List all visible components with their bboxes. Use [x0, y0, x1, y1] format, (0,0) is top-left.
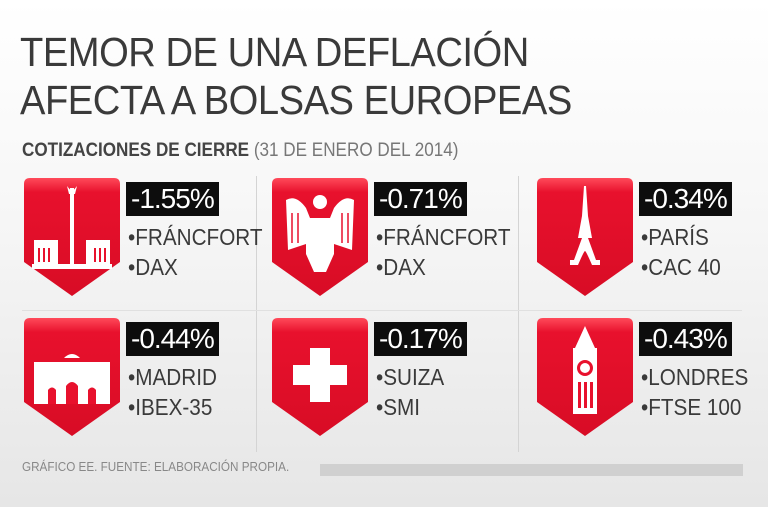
city-label: •PARÍS — [641, 224, 709, 250]
title-line-1: TEMOR DE UNA DEFLACIÓN — [20, 29, 529, 75]
eiffel-tower-icon — [537, 178, 633, 296]
index-card-0: -1.55% •FRÁNCFORT •DAX — [24, 178, 263, 303]
column-divider — [256, 176, 257, 452]
big-ben-icon — [537, 318, 633, 436]
index-card-4: -0.17% •SUIZA •SMI — [272, 318, 507, 443]
subtitle-label: COTIZACIONES DE CIERRE — [22, 140, 250, 161]
change-badge: -1.55% — [126, 182, 219, 216]
subtitle: COTIZACIONES DE CIERRE (31 DE ENERO DEL … — [22, 140, 458, 162]
city-label: •SUIZA — [376, 364, 445, 390]
monument-icon — [24, 178, 120, 296]
index-label: •FTSE 100 — [641, 394, 742, 420]
swiss-cross-icon — [272, 318, 368, 436]
eagle-icon — [272, 178, 368, 296]
subtitle-date: (31 DE ENERO DEL 2014) — [253, 140, 459, 161]
index-label: •DAX — [128, 254, 178, 280]
index-card-1: -0.71% •FRÁNCFORT •DAX — [272, 178, 511, 303]
page-title: TEMOR DE UNA DEFLACIÓN AFECTA A BOLSAS E… — [20, 28, 572, 124]
index-card-2: -0.34% •PARÍS •CAC 40 — [537, 178, 768, 303]
city-label: •FRÁNCFORT — [376, 224, 511, 250]
change-badge: -0.43% — [639, 322, 732, 356]
source-footer: GRÁFICO EE. FUENTE: ELABORACIÓN PROPIA. — [22, 459, 290, 474]
change-badge: -0.17% — [374, 322, 467, 356]
change-badge: -0.44% — [126, 322, 219, 356]
puerta-de-alcala-icon — [24, 318, 120, 436]
change-badge: -0.71% — [374, 182, 467, 216]
footer-bar — [320, 464, 743, 476]
city-label: •MADRID — [128, 364, 217, 390]
index-label: •SMI — [376, 394, 421, 420]
index-label: •CAC 40 — [641, 254, 721, 280]
city-label: •FRÁNCFORT — [128, 224, 263, 250]
city-label: •LONDRES — [641, 364, 749, 390]
index-card-5: -0.43% •LONDRES •FTSE 100 — [537, 318, 768, 443]
column-divider — [518, 176, 519, 452]
change-badge: -0.34% — [639, 182, 732, 216]
index-card-3: -0.44% •MADRID •IBEX-35 — [24, 318, 259, 443]
row-divider — [22, 310, 742, 311]
index-label: •DAX — [376, 254, 426, 280]
title-line-2: AFECTA A BOLSAS EUROPEAS — [20, 77, 572, 123]
index-label: •IBEX-35 — [128, 394, 213, 420]
